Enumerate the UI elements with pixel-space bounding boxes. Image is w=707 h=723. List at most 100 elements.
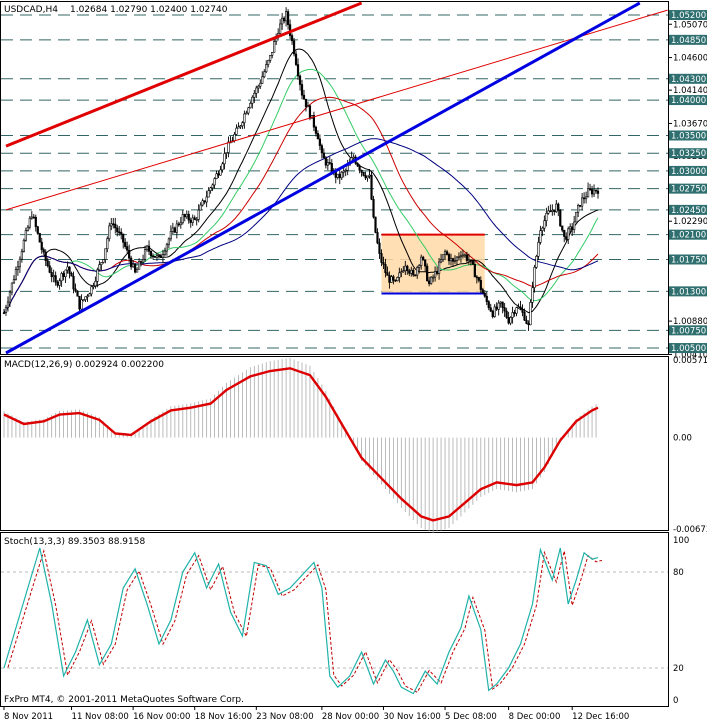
price-level-tag bbox=[669, 286, 707, 297]
candle-body bbox=[300, 84, 304, 96]
candle-body bbox=[215, 173, 218, 179]
candle-body bbox=[221, 163, 224, 171]
stoch-scale-label: 20 bbox=[673, 664, 684, 674]
candle-body bbox=[388, 275, 391, 283]
candle-body bbox=[561, 225, 564, 231]
candle-body bbox=[151, 255, 155, 258]
candle-body bbox=[392, 276, 395, 281]
price-level-tag bbox=[669, 343, 707, 354]
candle-body bbox=[408, 270, 411, 274]
candle-body bbox=[139, 261, 143, 263]
candle-body bbox=[167, 238, 170, 245]
price-tick-label: 1.03670 bbox=[673, 119, 707, 129]
candle-body bbox=[126, 246, 129, 251]
candle-body bbox=[191, 217, 194, 223]
candle-body bbox=[509, 317, 512, 324]
time-tick-label: 11 Nov 08:00 bbox=[72, 712, 129, 722]
price-level-tag-label: 1.02450 bbox=[671, 206, 706, 216]
candle-body bbox=[469, 259, 472, 262]
trendlines bbox=[5, 1, 668, 355]
candle-body bbox=[265, 64, 268, 73]
candle-body bbox=[175, 223, 178, 233]
candle-body bbox=[412, 269, 415, 276]
candle-body bbox=[434, 271, 437, 278]
price-level-tag bbox=[669, 95, 707, 106]
candle-body bbox=[338, 173, 341, 179]
candle-body bbox=[122, 233, 125, 243]
candle-body bbox=[108, 225, 111, 240]
price-level-tag-label: 1.01750 bbox=[671, 255, 706, 265]
candle-body bbox=[6, 301, 10, 309]
price-level-tag-label: 1.00500 bbox=[671, 344, 706, 354]
candle-body bbox=[163, 250, 167, 255]
candle-body bbox=[92, 285, 95, 288]
candle-body bbox=[251, 96, 254, 104]
candle-body bbox=[525, 319, 528, 324]
candle-body bbox=[400, 271, 403, 274]
candle-body bbox=[406, 265, 409, 272]
candle-body bbox=[384, 264, 387, 274]
candle-body bbox=[141, 259, 145, 263]
candle-body bbox=[8, 291, 12, 303]
candle-body bbox=[36, 226, 39, 234]
candle-body bbox=[549, 210, 552, 213]
candle-body bbox=[455, 256, 459, 261]
candle-body bbox=[537, 242, 540, 257]
candle-body bbox=[124, 241, 127, 247]
candle-body bbox=[491, 310, 494, 317]
price-level-tag bbox=[669, 130, 707, 141]
candle-body bbox=[157, 255, 161, 257]
candle-body bbox=[143, 249, 147, 260]
candle-body bbox=[48, 265, 51, 273]
candle-body bbox=[467, 259, 470, 262]
candle-body bbox=[479, 280, 482, 290]
price-level-tag bbox=[669, 10, 707, 21]
candle-body bbox=[316, 133, 319, 140]
candle-body bbox=[422, 256, 425, 261]
candle-body bbox=[161, 254, 165, 258]
symbol-header: USDCAD,H4 bbox=[4, 5, 58, 15]
candle-body bbox=[473, 263, 476, 278]
candle-body bbox=[267, 60, 270, 65]
candle-body bbox=[189, 219, 192, 223]
time-tick-label: 8 Nov 2011 bbox=[4, 712, 53, 722]
macd-title: MACD(12,26,9) 0.002924 0.002200 bbox=[4, 360, 164, 370]
stoch-panel-frame bbox=[0, 532, 669, 707]
candle-body bbox=[565, 236, 568, 240]
candle-body bbox=[573, 221, 576, 231]
candle-body bbox=[360, 169, 363, 173]
candle-body bbox=[513, 312, 516, 314]
candle-body bbox=[237, 126, 240, 129]
candle-body bbox=[128, 249, 131, 259]
candles bbox=[2, 7, 600, 331]
candle-body bbox=[368, 174, 371, 177]
candle-body bbox=[577, 204, 580, 213]
candle-body bbox=[52, 275, 55, 278]
candle-body bbox=[171, 227, 174, 232]
candle-body bbox=[559, 210, 562, 227]
candle-body bbox=[324, 157, 327, 166]
price-level-tag bbox=[669, 148, 707, 159]
candle-body bbox=[471, 259, 474, 265]
candle-body bbox=[118, 231, 121, 234]
candle-body bbox=[205, 196, 208, 203]
candle-body bbox=[461, 254, 465, 257]
candle-body bbox=[153, 255, 157, 258]
moving-average-navy bbox=[3, 138, 599, 314]
price-tick-label: 1.04600 bbox=[673, 54, 707, 64]
candle-body bbox=[132, 263, 135, 268]
stoch-indicator: 100 80 20 0 bbox=[1, 536, 689, 706]
candle-body bbox=[555, 203, 558, 213]
candle-body bbox=[430, 276, 433, 284]
candle-body bbox=[414, 274, 417, 277]
candle-body bbox=[457, 256, 461, 259]
candle-body bbox=[449, 258, 453, 262]
candle-body bbox=[66, 266, 69, 271]
candle-body bbox=[54, 275, 57, 283]
candle-body bbox=[372, 198, 375, 218]
candle-body bbox=[447, 254, 451, 262]
candle-body bbox=[76, 290, 79, 297]
moving-averages bbox=[3, 48, 599, 314]
candle-body bbox=[586, 188, 590, 198]
time-tick-label: 23 Nov 08:00 bbox=[256, 712, 313, 722]
